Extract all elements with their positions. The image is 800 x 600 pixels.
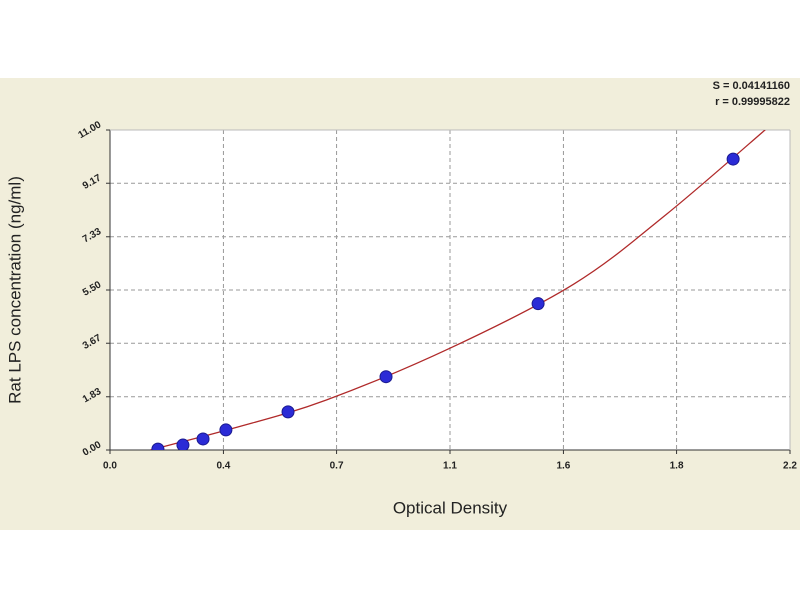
data-point — [379, 370, 393, 384]
x-tick-label: 1.6 — [556, 461, 570, 472]
x-tick-label: 0.7 — [330, 461, 344, 472]
data-point — [196, 432, 210, 446]
y-axis-label: Rat LPS concentration (ng/ml) — [5, 176, 24, 404]
x-tick-label: 1.1 — [443, 461, 457, 472]
x-tick-label: 0.0 — [103, 461, 117, 472]
x-tick-label: 1.8 — [670, 461, 684, 472]
annotation: r = 0.99995822 — [715, 96, 790, 108]
annotation: S = 0.04141160 — [713, 80, 790, 92]
fit-curve — [150, 130, 766, 450]
x-tick-label: 0.4 — [216, 461, 230, 472]
data-point — [531, 297, 545, 311]
data-point — [151, 442, 165, 450]
x-tick-label: 2.2 — [783, 461, 797, 472]
data-point — [281, 405, 295, 419]
data-point — [726, 152, 740, 166]
x-axis-label: Optical Density — [393, 498, 508, 517]
data-point — [219, 423, 233, 437]
data-point — [176, 438, 190, 450]
